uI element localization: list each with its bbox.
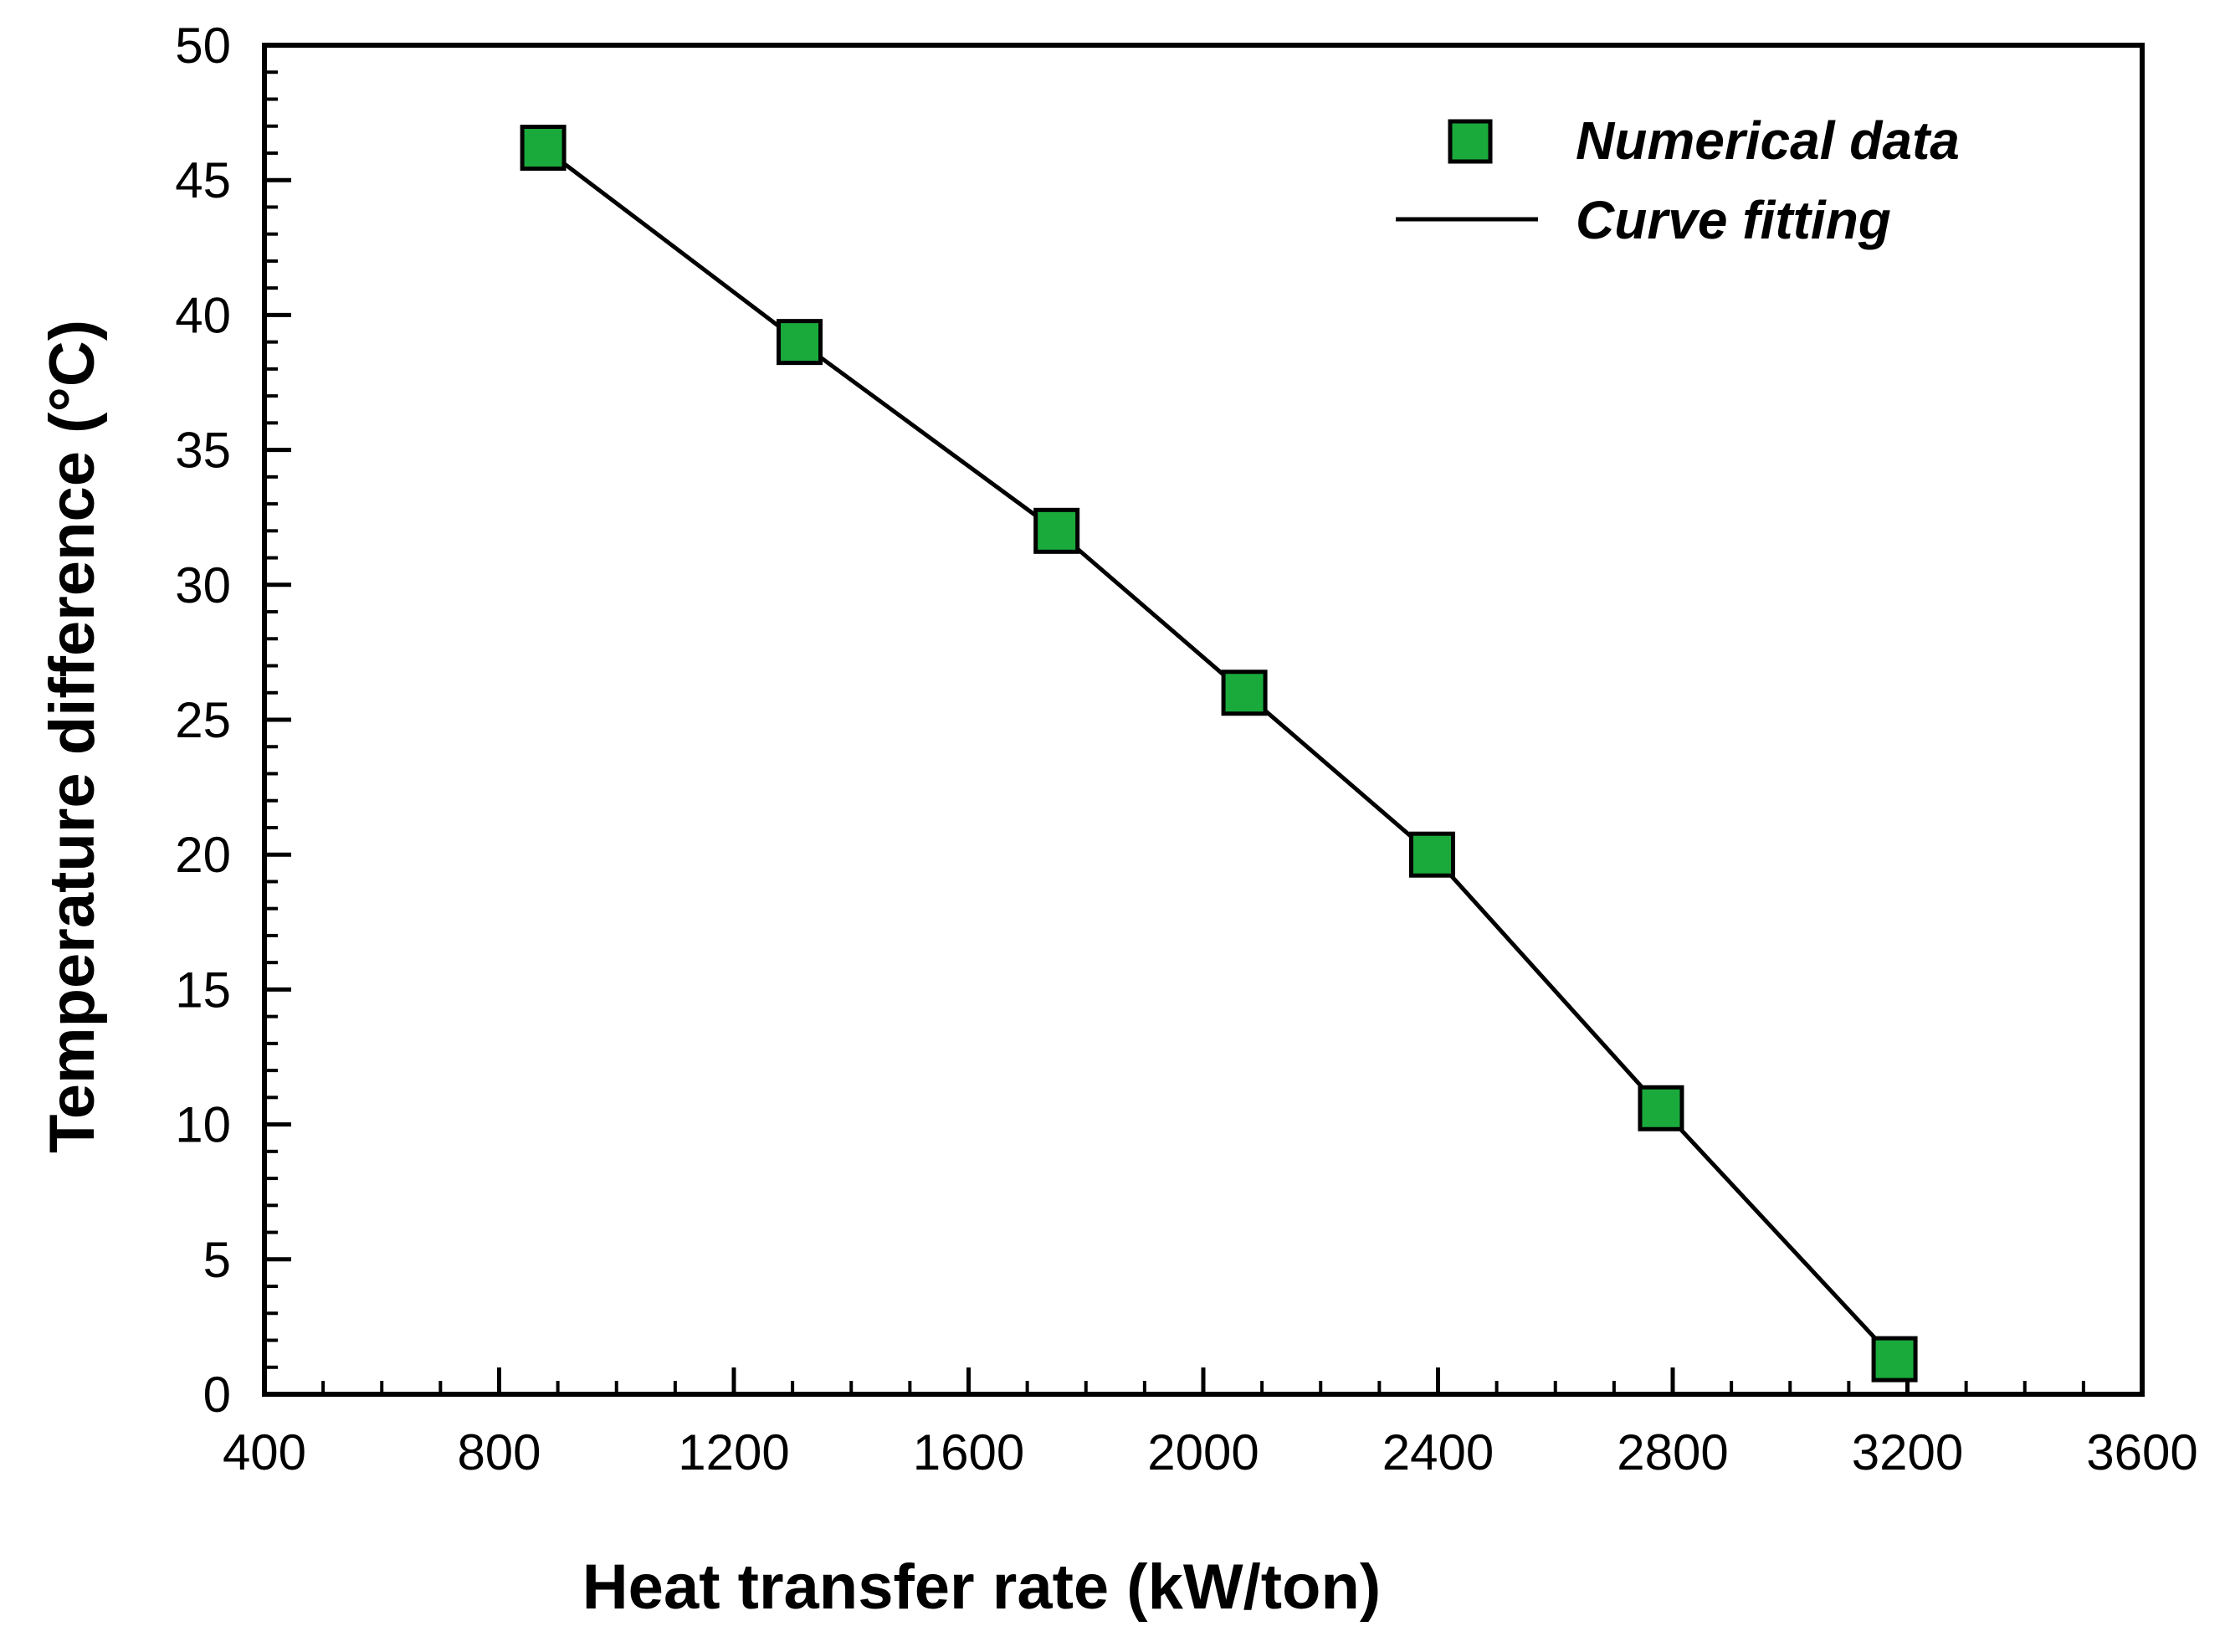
numerical-data-point — [777, 319, 823, 366]
y-tick-label: 25 — [175, 692, 231, 748]
legend-marker-numerical-data — [1448, 119, 1493, 164]
y-tick-label: 30 — [175, 557, 231, 613]
y-axis-title: Temperature difference (°C) — [37, 320, 108, 1153]
y-tick-label: 20 — [175, 827, 231, 883]
y-tick-label: 45 — [175, 152, 231, 208]
y-tick-label: 10 — [175, 1097, 231, 1153]
curve-fitting-line — [541, 146, 1896, 1361]
x-axis-title: Heat transfer rate (kW/ton) — [582, 1552, 1381, 1623]
x-tick-label: 3200 — [1852, 1424, 1963, 1480]
y-tick-label: 0 — [203, 1367, 231, 1423]
y-tick-label: 50 — [175, 18, 231, 74]
y-tick-label: 40 — [175, 287, 231, 343]
numerical-data-point — [1221, 670, 1268, 716]
y-tick-label: 5 — [203, 1232, 231, 1288]
legend: Numerical data Curve fitting — [1396, 110, 1960, 250]
x-tick-label: 2000 — [1147, 1424, 1259, 1480]
x-tick-label: 3600 — [2086, 1424, 2197, 1480]
numerical-data-point — [1408, 831, 1455, 878]
numerical-data-point — [520, 125, 567, 172]
y-tick-labels: 0 5 10 15 20 25 30 35 40 45 50 — [175, 18, 231, 1423]
x-tick-label: 2800 — [1617, 1424, 1728, 1480]
x-tick-label: 1600 — [913, 1424, 1024, 1480]
numerical-data-point — [1871, 1336, 1918, 1383]
minor-ticks — [264, 70, 2085, 1394]
numerical-data-point — [1033, 507, 1080, 554]
series-markers — [520, 125, 1918, 1383]
x-tick-label: 2400 — [1382, 1424, 1494, 1480]
x-tick-label: 400 — [223, 1424, 306, 1480]
legend-label-curve-fitting: Curve fitting — [1576, 190, 1891, 250]
y-tick-label: 15 — [175, 962, 231, 1018]
numerical-data-point — [1638, 1085, 1684, 1131]
legend-label-numerical-data: Numerical data — [1576, 110, 1960, 171]
x-tick-label: 800 — [457, 1424, 541, 1480]
y-tick-label: 35 — [175, 423, 231, 479]
x-tick-label: 1200 — [678, 1424, 789, 1480]
x-tick-labels: 400 800 1200 1600 2000 2400 2800 3200 3600 — [223, 1424, 2198, 1480]
series-lines — [541, 146, 1896, 1361]
plot-frame — [262, 43, 2145, 1397]
